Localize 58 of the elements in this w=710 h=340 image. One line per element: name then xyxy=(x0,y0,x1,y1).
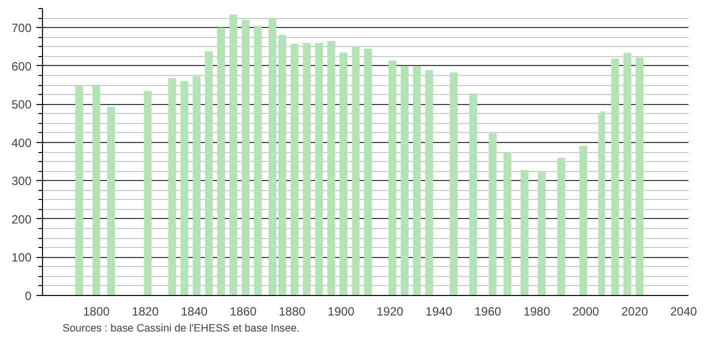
bar xyxy=(268,18,276,296)
bar xyxy=(75,85,84,296)
bar xyxy=(557,158,566,296)
bar xyxy=(92,84,100,296)
bar xyxy=(242,20,250,296)
y-tick-label: 600 xyxy=(11,59,32,74)
bar xyxy=(107,106,115,296)
bar xyxy=(636,57,644,296)
x-tick-label: 1840 xyxy=(180,304,208,318)
bar xyxy=(290,44,298,296)
x-tick-label: 2040 xyxy=(670,304,698,318)
y-tick-label: 700 xyxy=(11,21,32,36)
bar xyxy=(302,42,311,296)
bar xyxy=(278,34,286,296)
bar xyxy=(520,170,528,296)
bar xyxy=(364,48,372,296)
x-tick-label: 2000 xyxy=(572,304,600,318)
x-tick-label: 1860 xyxy=(230,304,257,318)
bar xyxy=(168,78,176,296)
y-tick-label: 0 xyxy=(24,289,32,303)
bar xyxy=(192,76,201,296)
bar xyxy=(488,133,497,296)
bar xyxy=(425,70,434,296)
bar xyxy=(388,60,396,296)
bar xyxy=(204,51,213,296)
x-tick-label: 1960 xyxy=(474,304,502,318)
y-tick-label: 400 xyxy=(11,136,32,150)
bar xyxy=(623,52,632,296)
x-tick-label: 1920 xyxy=(376,304,404,318)
bar xyxy=(538,172,546,296)
y-tick-label: 100 xyxy=(11,250,32,265)
y-tick-label: 300 xyxy=(11,174,32,188)
bar xyxy=(327,41,336,296)
x-tick-label: 1900 xyxy=(328,304,355,318)
bar xyxy=(217,28,226,296)
bar xyxy=(315,42,323,296)
y-tick-label: 500 xyxy=(11,98,32,112)
bar xyxy=(400,66,409,296)
bar xyxy=(469,93,478,296)
x-tick-label: 1800 xyxy=(82,304,110,318)
y-tick-label: 200 xyxy=(11,212,32,226)
x-tick-label: 1820 xyxy=(132,304,159,318)
bar xyxy=(340,52,348,296)
x-tick-label: 1880 xyxy=(278,304,306,318)
bar xyxy=(450,72,458,296)
bar xyxy=(504,152,512,296)
bar xyxy=(579,146,588,296)
bar xyxy=(144,91,152,296)
x-tick-label: 1980 xyxy=(523,304,550,318)
source-note: Sources : base Cassini de l'EHESS et base Insee. xyxy=(62,322,300,334)
bar xyxy=(254,26,262,296)
bar xyxy=(611,58,620,296)
x-tick-label: 1940 xyxy=(426,304,453,318)
bar xyxy=(412,66,421,296)
bar xyxy=(352,46,360,296)
x-tick-label: 2020 xyxy=(621,304,648,318)
bar xyxy=(229,14,238,296)
bar xyxy=(180,81,188,296)
